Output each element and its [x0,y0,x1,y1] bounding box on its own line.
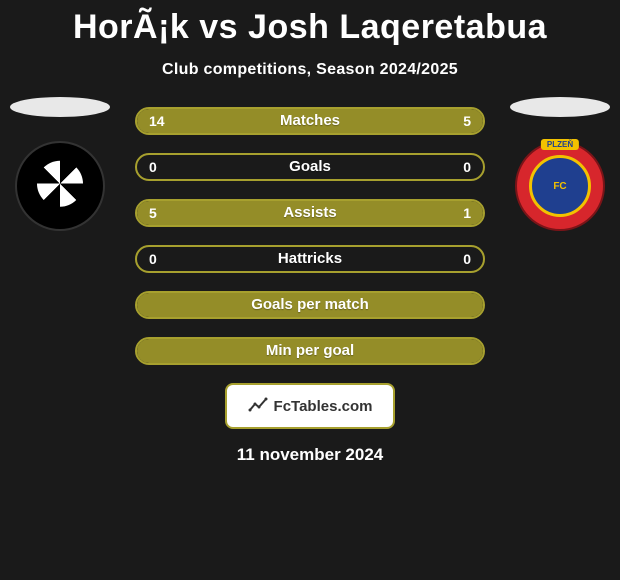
stat-value-right: 0 [463,247,471,271]
left-player-column [10,97,110,231]
right-player-column: PLZEŇ FC [510,97,610,231]
stat-label: Min per goal [137,339,483,363]
stat-label: Goals per match [137,293,483,317]
player-photo-placeholder [10,97,110,117]
stat-value-left: 14 [149,109,165,133]
stat-row: Assists5 1 [135,199,485,227]
chart-icon [248,396,268,416]
subtitle: Club competitions, Season 2024/2025 [0,61,620,79]
brand-badge[interactable]: FcTables.com [225,383,395,429]
stat-value-left: 0 [149,247,157,271]
stat-value-right: 1 [463,201,471,225]
left-team-crest [15,141,105,231]
stat-label: Matches [137,109,483,133]
stat-label: Goals [137,155,483,179]
stat-bars: Matches145Goals00Assists51Hattricks00Goa… [135,107,485,365]
stat-value-right: 5 [463,109,471,133]
right-team-crest: PLZEŇ FC [515,141,605,231]
crest-tab: PLZEŇ [541,139,579,150]
stat-label: Assists [137,201,483,225]
stat-row: Goals0 0 [135,153,485,181]
page-title: HorÃ¡k vs Josh Laqeretabua [0,0,620,47]
stat-row: Min per goal [135,337,485,365]
comparison-content: PLZEŇ FC Matches145Goals00Assists51Hattr… [0,107,620,465]
crest-inner: FC [529,155,591,217]
stat-value-right: 0 [463,155,471,179]
stat-value-left: 0 [149,155,157,179]
stat-row: Goals per match [135,291,485,319]
stat-label: Hattricks [137,247,483,271]
player-photo-placeholder [510,97,610,117]
date-text: 11 november 2024 [0,445,620,465]
stat-value-left: 5 [149,201,157,225]
brand-text: FcTables.com [274,398,373,415]
stat-row: Matches14 5 [135,107,485,135]
stat-row: Hattricks0 0 [135,245,485,273]
